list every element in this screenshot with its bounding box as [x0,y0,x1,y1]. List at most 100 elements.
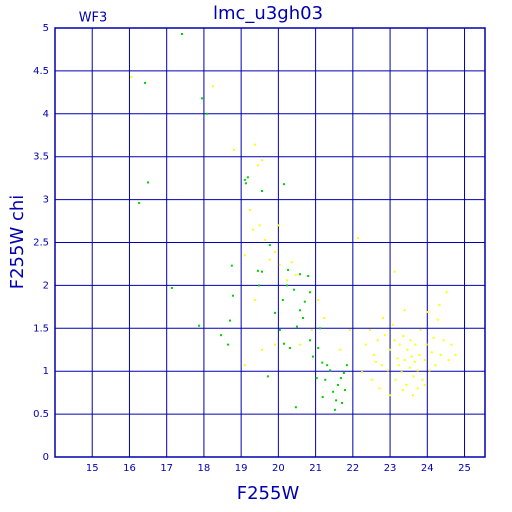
point [439,353,442,356]
point [368,329,371,332]
point [413,360,416,363]
point [231,294,234,297]
y-tick-label: 2.5 [33,238,49,249]
point [414,343,417,346]
point [335,399,338,402]
point [170,286,173,289]
point [423,383,426,386]
point [430,351,433,354]
point [258,224,261,227]
point [249,208,252,211]
point [278,263,281,266]
point [309,291,312,294]
point [253,298,256,301]
point [428,369,431,372]
point [432,336,435,339]
point [397,364,400,367]
x-tick-label: 16 [123,463,136,474]
point [370,378,373,381]
point [416,387,419,390]
point [326,364,329,367]
point [201,97,204,100]
point [454,353,457,356]
point [336,383,339,386]
point [260,348,263,351]
point [227,343,230,346]
point [295,325,298,328]
point [310,329,313,332]
point [344,389,347,392]
point [309,339,312,342]
y-tick-label: 1.5 [33,323,49,334]
point [438,304,441,307]
point [285,284,288,287]
point [287,268,290,271]
y-tick-label: 1 [43,366,49,377]
point [398,343,401,346]
point [393,339,396,342]
point [243,254,246,257]
point [380,364,383,367]
point [321,361,324,364]
point [450,343,453,346]
point [394,378,397,381]
point [333,408,336,411]
point [405,383,408,386]
point [323,317,326,320]
y-tick-label: 4 [43,109,49,120]
y-tick-label: 0.5 [33,409,49,420]
point [418,353,421,356]
point [361,371,364,374]
point [285,279,288,282]
x-tick-label: 21 [309,463,322,474]
point [274,250,277,253]
point [243,364,246,367]
point [211,85,214,88]
point [130,75,133,78]
y-tick-label: 3 [43,195,49,206]
point [436,318,439,321]
point [386,369,389,372]
point [442,339,445,342]
point [256,269,259,272]
point [348,329,351,332]
point [403,309,406,312]
y-tick-label: 4.5 [33,66,49,77]
plot-frame [54,27,486,458]
point [400,371,403,374]
point [425,343,428,346]
point [393,270,396,273]
point [383,334,386,337]
point [434,364,437,367]
point [268,258,271,261]
point [388,394,391,397]
point [406,348,409,351]
point [447,359,450,362]
point [205,112,208,115]
point [409,339,412,342]
point [391,323,394,326]
point [412,375,415,378]
point [317,298,320,301]
point [282,342,285,345]
point [281,298,284,301]
point [268,244,271,247]
point [256,164,259,167]
point [233,148,236,151]
point [411,394,414,397]
point [317,347,320,350]
point [307,274,310,277]
point [180,33,183,36]
point [288,347,291,350]
point [332,390,335,393]
point [230,264,233,267]
point [342,371,345,374]
point [410,355,413,358]
point [243,178,246,181]
point [376,339,379,342]
y-tick-label: 3.5 [33,152,49,163]
point [408,366,411,369]
x-axis-label: F255W [237,483,300,504]
y-axis-label: F255W chi [7,195,28,290]
